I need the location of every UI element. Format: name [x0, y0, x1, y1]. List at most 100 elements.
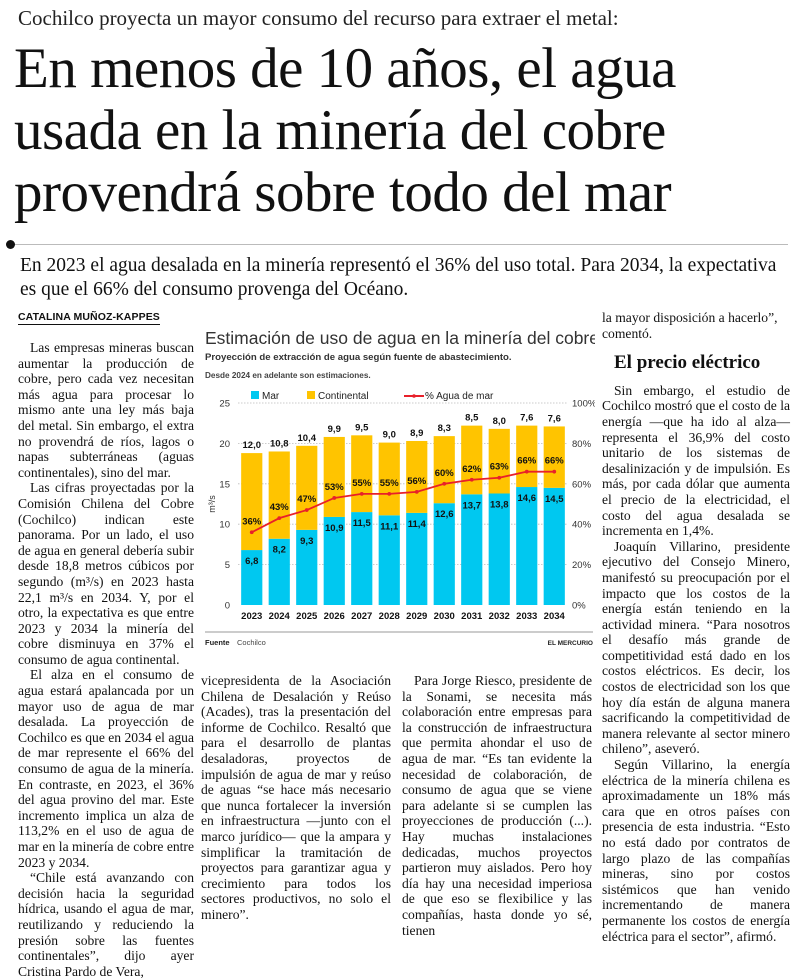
y2-tick-label: 40%	[572, 520, 592, 531]
legend-swatch-continental	[307, 391, 315, 399]
bar-mar	[433, 503, 455, 605]
legend: Mar Continental % Agua de mar	[251, 391, 494, 402]
legend-swatch-mar	[251, 391, 259, 399]
x-tick-label: 2034	[544, 611, 566, 622]
x-tick-label: 2029	[406, 611, 427, 622]
paragraph: Para Jorge Riesco, presidente de la Sona…	[402, 673, 592, 938]
bar-label-continental: 8,9	[410, 428, 423, 439]
bar-label-continental: 8,3	[438, 423, 451, 434]
article-column-1: Las empresas mineras buscan aumentar la …	[18, 340, 194, 979]
byline: CATALINA MUÑOZ-KAPPES	[18, 311, 160, 325]
bar-continental	[378, 442, 400, 516]
source-value: Cochilco	[237, 638, 266, 647]
y-tick-label: 25	[219, 399, 230, 410]
kicker: Cochilco proyecta un mayor consumo del r…	[18, 6, 619, 30]
water-use-chart: Estimación de uso de agua en la minería …	[205, 328, 595, 647]
bar-continental	[406, 440, 428, 513]
legend-label-mar: Mar	[262, 391, 280, 402]
bar-mar	[351, 512, 373, 605]
pct-line	[251, 470, 555, 534]
x-tick-label: 2028	[379, 611, 400, 622]
bar-label-mar: 10,9	[325, 523, 344, 534]
bar-mar	[268, 538, 290, 605]
subheading: El precio eléctrico	[614, 352, 761, 374]
pct-label: 62%	[462, 464, 482, 475]
bar-label-mar: 11,5	[353, 518, 372, 529]
paragraph: Las empresas mineras buscan aumentar la …	[18, 340, 194, 480]
pct-label: 36%	[242, 516, 262, 527]
pct-marker	[277, 516, 282, 521]
bar-label-continental: 8,0	[493, 416, 506, 427]
bar-mar	[543, 487, 565, 605]
x-tick-label: 2025	[296, 611, 318, 622]
pct-marker	[524, 469, 529, 474]
bar-label-mar: 11,4	[408, 519, 427, 530]
bar-label-continental: 8,5	[465, 413, 479, 424]
article-column-4: la mayor disposición a hacerlo”, comentó…	[602, 310, 790, 944]
pct-marker	[414, 489, 419, 494]
y-tick-label: 5	[225, 560, 230, 571]
y2-tick-label: 100%	[572, 399, 595, 410]
deck: En 2023 el agua desalada en la minería r…	[20, 255, 777, 300]
pct-marker	[387, 492, 392, 496]
bar-label-continental: 9,9	[328, 424, 341, 435]
bar-continental	[268, 451, 290, 539]
pct-label: 60%	[435, 468, 455, 479]
article-column-2: vicepresidenta de la Asociación Chilena …	[201, 673, 391, 923]
paragraph: “Chile está avanzando con decisión hacia…	[18, 870, 194, 979]
legend-label-pct: % Agua de mar	[425, 391, 494, 402]
pct-label: 47%	[297, 494, 317, 505]
y-axis-label: m³/s	[207, 495, 217, 513]
bar-label-mar: 13,7	[463, 500, 482, 511]
source-label: Fuente	[205, 638, 230, 647]
pct-label: 66%	[545, 456, 565, 467]
bar-mar	[461, 494, 483, 605]
article-column-3: Para Jorge Riesco, presidente de la Sona…	[402, 673, 592, 938]
y-tick-label: 15	[219, 479, 230, 490]
pct-label: 63%	[490, 462, 510, 473]
pct-label: 55%	[352, 478, 372, 489]
y-tick-label: 10	[219, 520, 230, 531]
y2-tick-label: 80%	[572, 439, 592, 450]
x-tick-label: 2026	[324, 611, 345, 622]
pct-marker	[469, 477, 474, 482]
paragraph: Según Villarino, la energía eléctrica de…	[602, 757, 790, 944]
bar-continental	[323, 436, 345, 517]
pct-label: 55%	[380, 478, 400, 489]
y-tick-label: 0	[225, 601, 230, 612]
paragraph: Joaquín Villarino, presidente ejecutivo …	[602, 538, 790, 757]
x-tick-label: 2030	[434, 611, 455, 622]
y-tick-label: 20	[219, 439, 230, 450]
pct-marker	[249, 530, 254, 535]
bar-mar	[323, 516, 345, 605]
bar-mar	[488, 493, 510, 605]
legend-label-continental: Continental	[318, 391, 369, 402]
x-tick-label: 2027	[351, 611, 372, 622]
bar-continental	[241, 453, 263, 551]
bar-mar	[378, 515, 400, 605]
bar-label-continental: 9,0	[383, 430, 396, 441]
pct-label: 53%	[325, 482, 345, 493]
chart-subtitle: Proyección de extracción de agua según f…	[205, 352, 512, 363]
paragraph: El alza en el consumo de agua estará apa…	[18, 667, 194, 870]
bar-label-mar: 8,2	[273, 545, 286, 556]
bar-mar	[406, 512, 428, 605]
bar-continental	[351, 435, 373, 513]
pct-marker	[497, 475, 502, 480]
bar-label-mar: 6,8	[245, 556, 258, 567]
headline: En menos de 10 años, el agua usada en la…	[14, 37, 676, 224]
pct-marker	[332, 496, 337, 500]
pct-label: 56%	[407, 476, 427, 487]
bar-mar	[241, 550, 263, 605]
credit: EL MERCURIO	[548, 640, 593, 647]
x-tick-label: 2031	[461, 611, 483, 622]
pct-marker	[304, 508, 309, 512]
bar-label-mar: 14,6	[518, 493, 537, 504]
chart-title: Estimación de uso de agua en la minería …	[205, 328, 595, 348]
pct-marker	[359, 492, 364, 496]
bar-mar	[296, 529, 318, 605]
y2-tick-label: 0%	[572, 601, 586, 612]
bar-label-mar: 9,3	[300, 536, 313, 547]
pct-label: 43%	[270, 502, 290, 513]
pct-marker	[442, 481, 447, 486]
